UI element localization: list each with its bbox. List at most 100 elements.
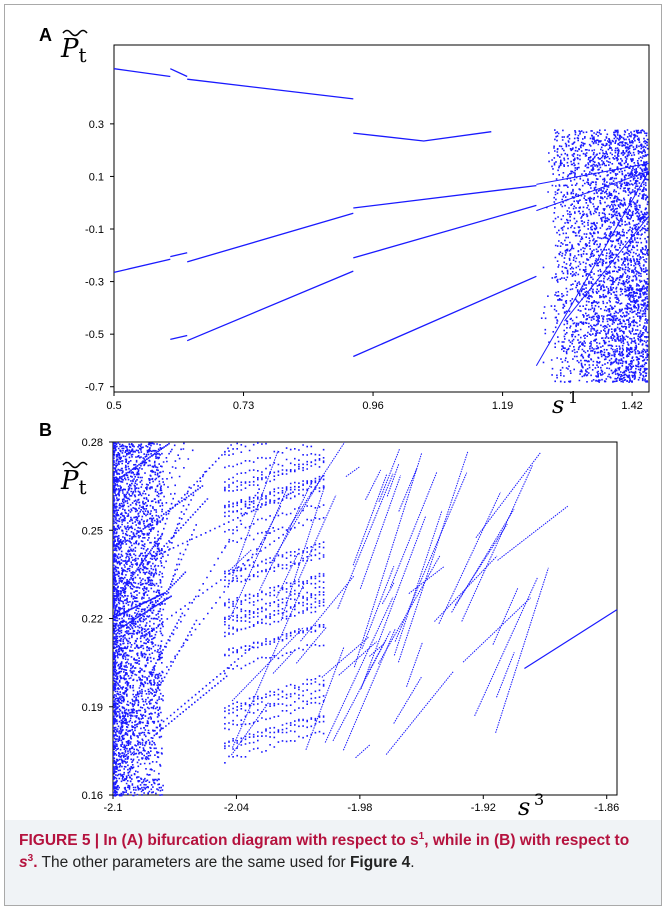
x-tick-label: -2.1 bbox=[104, 802, 123, 814]
branch-segment bbox=[389, 471, 438, 588]
branch-segment bbox=[229, 490, 287, 619]
branch-segment bbox=[369, 642, 385, 657]
panel-letter: A bbox=[39, 25, 52, 45]
branch-segment bbox=[286, 441, 346, 531]
branch-line bbox=[186, 270, 354, 342]
y-tick-label: 0.25 bbox=[82, 525, 103, 537]
plot-frame bbox=[113, 44, 650, 393]
y-tick-label: 0.16 bbox=[82, 790, 103, 802]
x-axis-label-sup: 1 bbox=[568, 388, 578, 407]
branch-segment bbox=[406, 641, 424, 687]
branch-segment bbox=[461, 465, 533, 622]
caption-sup1: 1 bbox=[418, 830, 425, 842]
x-tick-label: -2.04 bbox=[224, 802, 249, 814]
branch-line bbox=[353, 204, 537, 259]
figure-caption: FIGURE 5 | In (A) bifurcation diagram wi… bbox=[19, 830, 649, 874]
branch-line bbox=[353, 275, 537, 358]
branch-segment bbox=[276, 552, 299, 599]
branch-segment bbox=[398, 468, 418, 512]
figure-frame: A Pt s 1 0.5 0.73 0.96 1.19 1.42 0.3 0.1 -0.1 -0.3 -0… bbox=[4, 4, 662, 906]
x-tick-label: 1.42 bbox=[621, 400, 642, 412]
y-tick-label: -0.7 bbox=[85, 382, 104, 394]
x-tick-label: -1.98 bbox=[347, 802, 372, 814]
panel-letter: B bbox=[39, 420, 52, 440]
branch-line bbox=[113, 68, 171, 78]
branch-segment bbox=[360, 515, 427, 690]
y-axis-label: Pt bbox=[60, 34, 87, 67]
branch-line bbox=[187, 78, 354, 100]
x-tick-label: 1.19 bbox=[492, 400, 513, 412]
y-tick-label: -0.3 bbox=[85, 277, 104, 289]
branch-segment bbox=[378, 448, 401, 503]
branch-segment bbox=[393, 676, 423, 724]
branch-segment bbox=[338, 641, 378, 676]
caption-part3: . bbox=[33, 854, 38, 871]
branch-segment bbox=[365, 469, 382, 501]
branch-segment bbox=[474, 577, 538, 717]
branch-line bbox=[170, 334, 188, 341]
branch-segment bbox=[342, 628, 396, 751]
branch-segment bbox=[337, 473, 394, 609]
branch-segment bbox=[385, 670, 454, 755]
branch-segment bbox=[232, 450, 279, 577]
branch-segment bbox=[462, 597, 531, 663]
x-axis-label: s bbox=[552, 391, 564, 419]
branch-segment bbox=[232, 582, 305, 748]
branch-segment bbox=[364, 630, 392, 680]
caption-part5: . bbox=[410, 854, 415, 871]
final-branch-line bbox=[524, 609, 618, 670]
figure-svg: A Pts 10.5 0.73 0.96 1.19 1.420.30.1-0.1-0.3-0… bbox=[39, 25, 650, 820]
branch-segment bbox=[397, 451, 469, 663]
branch-segment bbox=[258, 479, 314, 591]
branch-segment bbox=[321, 636, 370, 678]
branch-segment bbox=[434, 555, 498, 622]
branch-segment bbox=[305, 646, 345, 750]
branch-segment bbox=[386, 463, 400, 497]
y-tick-label: -0.5 bbox=[85, 329, 104, 341]
caption-part2: , while in (B) with respect to bbox=[424, 832, 630, 849]
caption-part4: The other parameters are the same used f… bbox=[37, 854, 350, 871]
branch-segment bbox=[345, 466, 360, 478]
plot-area: A Pt s 1 0.5 0.73 0.96 1.19 1.42 0.3 0.1 -0.1 -0.3 -0… bbox=[5, 5, 661, 820]
chaotic-region-dots bbox=[540, 129, 649, 383]
branch-line bbox=[353, 184, 537, 209]
branch-segment bbox=[324, 596, 394, 743]
y-tick-label: 0.28 bbox=[82, 437, 103, 449]
branch-segment bbox=[300, 575, 355, 642]
branch-segment bbox=[381, 581, 395, 605]
x-axis-label: s bbox=[518, 793, 530, 820]
branch-segment bbox=[359, 475, 402, 589]
branch-line bbox=[353, 131, 492, 142]
x-tick-label: 0.5 bbox=[106, 400, 121, 412]
branch-segment bbox=[256, 505, 282, 552]
branch-segment bbox=[496, 652, 515, 698]
branch-segment bbox=[272, 649, 296, 674]
x-tick-label: 0.96 bbox=[362, 400, 383, 412]
branch-segment bbox=[451, 508, 515, 613]
panel-b: B Pt s 3 -2.1 -2.04 -1.98 -1.92 -1.86 0.28 0.25 0.2… bbox=[39, 420, 619, 820]
branch-line bbox=[170, 252, 188, 258]
branch-segment bbox=[231, 626, 304, 702]
x-axis-label-sup: 3 bbox=[534, 790, 544, 809]
caption-var2: s bbox=[19, 854, 28, 871]
caption-sup2: 3 bbox=[27, 852, 34, 864]
branch-segment bbox=[361, 565, 395, 650]
y-tick-label: 0.19 bbox=[82, 702, 103, 714]
y-tick-label: 0.22 bbox=[82, 614, 103, 626]
branch-segment bbox=[280, 486, 326, 621]
branch-segment bbox=[352, 473, 388, 566]
x-tick-label: -1.86 bbox=[594, 802, 619, 814]
y-tick-label: 0.3 bbox=[89, 119, 104, 131]
y-tick-label: -0.1 bbox=[85, 224, 104, 236]
y-axis-label: Pt bbox=[60, 466, 87, 499]
branch-segment bbox=[298, 494, 337, 581]
branch-segment bbox=[408, 566, 445, 594]
y-label-tilde bbox=[62, 461, 88, 469]
branch-segment bbox=[228, 549, 252, 572]
branch-segment bbox=[492, 587, 519, 645]
y-label-tilde bbox=[62, 29, 88, 37]
x-tick-label: -1.92 bbox=[471, 802, 496, 814]
branch-segment bbox=[497, 505, 569, 561]
caption-part1: FIGURE 5 | In (A) bifurcation diagram wi… bbox=[19, 832, 419, 849]
branch-segment bbox=[475, 452, 541, 539]
